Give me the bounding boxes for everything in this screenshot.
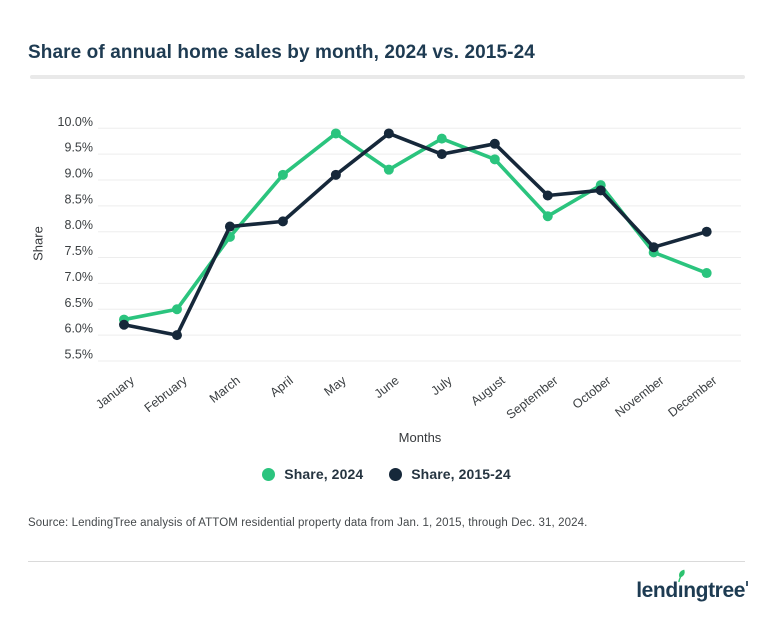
- series-line-0: [122, 131, 709, 322]
- data-point: [383, 164, 394, 175]
- data-point: [489, 138, 500, 149]
- leaf-icon: [678, 569, 685, 582]
- y-tick-label: 9.0%: [65, 167, 94, 181]
- data-point: [542, 190, 553, 201]
- x-tick-label: March: [207, 373, 243, 405]
- data-point: [277, 216, 288, 227]
- x-tick-label: August: [468, 373, 508, 408]
- data-point: [224, 221, 235, 232]
- x-tick-label: April: [267, 373, 295, 399]
- x-tick-label: November: [612, 373, 666, 420]
- legend-dot-2015-24: [389, 467, 403, 481]
- x-tick-label: February: [142, 373, 191, 415]
- data-point: [171, 330, 182, 341]
- line-chart: 10.0% 9.5% 9.0% 8.5% 8.0% 7.5% 7.0% 6.5% 6.0% 5.5…: [58, 115, 741, 422]
- data-point: [542, 211, 553, 222]
- footer-divider: [28, 561, 745, 562]
- x-tick-label: October: [570, 373, 614, 411]
- legend-label-2024: Share, 2024: [284, 466, 364, 482]
- y-tick-label: 5.5%: [65, 347, 94, 361]
- y-tick-label: 7.5%: [65, 244, 94, 258]
- x-tick-label: January: [93, 373, 137, 412]
- chart-legend: Share, 2024 Share, 2015-24: [0, 466, 773, 482]
- x-tick-label: September: [504, 373, 561, 422]
- data-point: [330, 169, 341, 180]
- source-note: Source: LendingTree analysis of ATTOM re…: [28, 517, 588, 529]
- data-point: [436, 149, 447, 160]
- y-tick-label: 9.5%: [65, 141, 94, 155]
- x-tick-label: May: [321, 373, 349, 399]
- logo-text-i: ı: [677, 579, 684, 602]
- lendingtree-logo: lend ıngtree: [636, 569, 748, 604]
- x-axis-title: Months: [398, 430, 442, 445]
- logo-text-pre: lend: [636, 579, 678, 602]
- data-point: [277, 169, 288, 180]
- y-tick-label: 10.0%: [58, 115, 93, 129]
- legend-item-2024: Share, 2024: [262, 466, 363, 482]
- y-tick-label: 8.5%: [65, 192, 94, 206]
- trademark-tick: [746, 581, 748, 586]
- x-tick-label: June: [372, 373, 402, 401]
- data-point: [648, 242, 659, 253]
- x-tick-label: July: [429, 373, 456, 398]
- data-point: [701, 226, 712, 237]
- title-divider: [30, 75, 745, 79]
- data-point: [489, 154, 500, 165]
- series-line-1: [122, 131, 709, 337]
- data-point: [383, 128, 394, 139]
- x-tick-label: December: [665, 373, 719, 420]
- data-point: [701, 268, 712, 279]
- y-tick-label: 7.0%: [65, 270, 94, 284]
- legend-label-2015-24: Share, 2015-24: [411, 466, 511, 482]
- data-point: [595, 185, 606, 196]
- y-tick-label: 8.0%: [65, 218, 94, 232]
- legend-dot-2024: [262, 467, 276, 481]
- data-point: [436, 133, 447, 144]
- y-tick-label: 6.5%: [65, 296, 94, 310]
- data-point: [330, 128, 341, 139]
- logo-text-post: ngtree: [683, 579, 745, 602]
- legend-item-2015-24: Share, 2015-24: [389, 466, 511, 482]
- page-title: Share of annual home sales by month, 202…: [28, 42, 535, 63]
- data-point: [171, 304, 182, 315]
- data-point: [119, 319, 129, 330]
- y-tick-label: 6.0%: [65, 322, 94, 336]
